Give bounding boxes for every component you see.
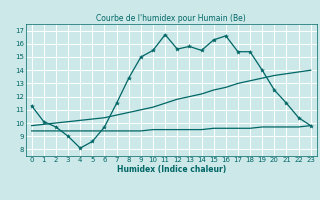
- Title: Courbe de l'humidex pour Humain (Be): Courbe de l'humidex pour Humain (Be): [96, 14, 246, 23]
- X-axis label: Humidex (Indice chaleur): Humidex (Indice chaleur): [116, 165, 226, 174]
